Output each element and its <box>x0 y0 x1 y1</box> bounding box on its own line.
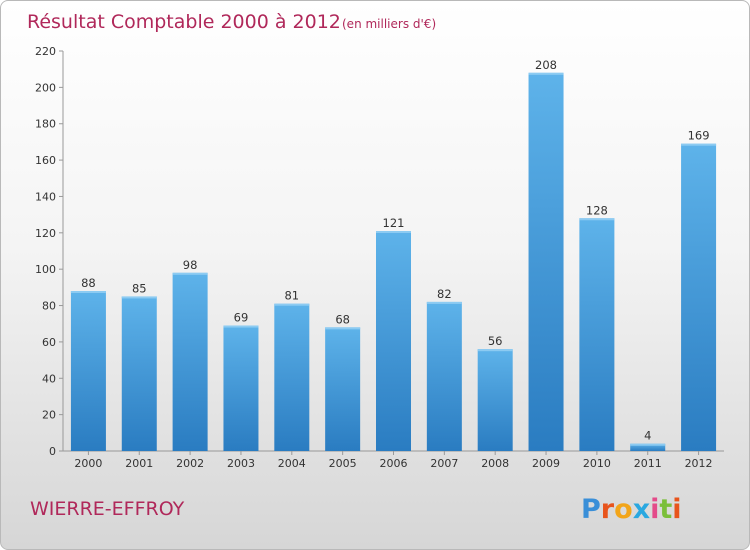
bar <box>172 272 208 451</box>
data-label: 69 <box>234 311 249 325</box>
bar <box>274 303 310 451</box>
bar <box>70 291 106 451</box>
x-tick-label: 2002 <box>176 457 204 470</box>
axes: 0 20 40 60 80 100 120 140 160 180 200 220 <box>35 45 724 458</box>
logo-letter: i <box>650 494 659 525</box>
bar-highlight <box>121 296 157 299</box>
bar <box>376 231 411 451</box>
bar-highlight <box>681 143 717 146</box>
data-label: 56 <box>488 334 503 348</box>
data-label: 88 <box>81 276 96 290</box>
logo-letter: P <box>581 494 601 525</box>
x-tick-label: 2012 <box>685 457 713 470</box>
logo-letter: r <box>601 494 615 525</box>
x-tick-label: 2007 <box>430 457 458 470</box>
y-tick-label: 100 <box>35 263 56 276</box>
bar-highlight <box>325 327 361 330</box>
x-tick-label: 2008 <box>481 457 509 470</box>
bar-highlight <box>579 218 615 221</box>
bar-highlight <box>528 72 564 75</box>
y-tick-label: 180 <box>35 118 56 131</box>
bar <box>477 349 513 451</box>
data-label: 4 <box>644 429 651 443</box>
data-label: 81 <box>284 289 299 303</box>
bar-highlight <box>274 303 310 306</box>
x-tick-label: 2009 <box>532 457 560 470</box>
y-tick-label: 140 <box>35 190 56 203</box>
x-tick-label: 2000 <box>74 457 102 470</box>
bar <box>528 72 564 452</box>
data-label: 208 <box>535 58 557 72</box>
x-tick-label: 2001 <box>125 457 153 470</box>
bar-highlight <box>477 349 513 352</box>
data-label: 128 <box>586 203 608 217</box>
logo-letter: o <box>614 494 633 525</box>
x-tick-label: 2004 <box>278 457 306 470</box>
y-tick-label: 20 <box>42 409 56 422</box>
data-label: 121 <box>383 216 405 230</box>
data-label: 169 <box>688 129 710 143</box>
bar-highlight <box>630 443 666 446</box>
x-tick-label: 2005 <box>329 457 357 470</box>
x-tick-label: 2011 <box>634 457 662 470</box>
chart-subtitle: (en milliers d'€) <box>342 17 436 31</box>
bar <box>579 218 615 451</box>
bar-highlight <box>223 325 259 328</box>
y-tick-label: 160 <box>35 154 56 167</box>
y-tick-label: 80 <box>42 300 56 313</box>
bar <box>630 443 666 451</box>
bar-highlight <box>426 301 462 304</box>
chart-title: Résultat Comptable 2000 à 2012 <box>27 11 341 33</box>
logo-letter: i <box>672 494 681 525</box>
y-tick-label: 120 <box>35 227 56 240</box>
x-tick-label: 2003 <box>227 457 255 470</box>
bar <box>681 143 717 451</box>
data-label: 85 <box>132 281 147 295</box>
data-label: 82 <box>437 287 452 301</box>
data-label: 68 <box>335 312 350 326</box>
logo-letter: t <box>659 494 672 525</box>
proxiti-logo: Proxiti <box>581 494 682 525</box>
logo-letter: x <box>633 494 650 525</box>
y-tick-label: 0 <box>49 445 56 458</box>
bar <box>223 325 259 451</box>
y-tick-label: 60 <box>42 336 56 349</box>
bar-highlight <box>70 291 106 293</box>
y-tick-label: 200 <box>35 81 56 94</box>
y-tick-label: 40 <box>42 372 56 385</box>
bar-highlight <box>376 231 411 233</box>
data-label: 98 <box>183 258 198 272</box>
bar-highlight <box>172 272 208 275</box>
y-tick-label: 220 <box>35 45 56 58</box>
bar <box>426 301 462 451</box>
bars: 88 2000 85 2001 98 2002 69 2003 81 2004 68 2005 121 2… <box>70 58 717 470</box>
bar <box>325 327 361 451</box>
x-tick-label: 2010 <box>583 457 611 470</box>
place-name: WIERRE-EFFROY <box>30 498 185 520</box>
bar <box>121 296 157 451</box>
x-tick-label: 2006 <box>380 457 408 470</box>
